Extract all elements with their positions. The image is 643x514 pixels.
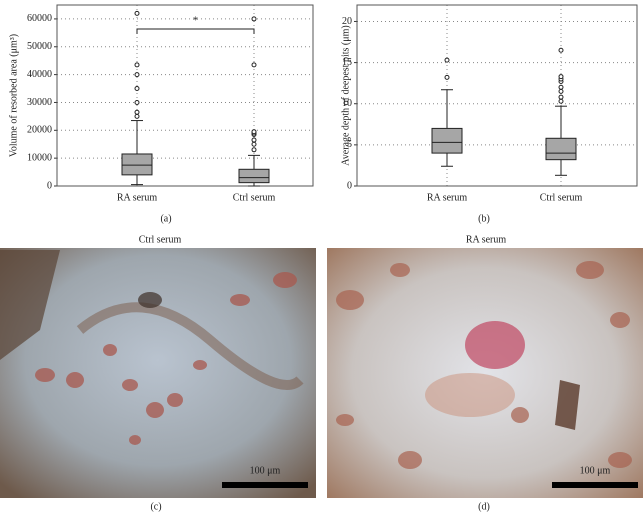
x-tick-label: RA serum [427, 192, 468, 203]
outlier [134, 99, 140, 105]
y-axis-label: Average depth of deepest pits (μm) [340, 25, 351, 165]
outlier [558, 84, 564, 90]
plot-frame [356, 4, 638, 187]
outlier [134, 10, 140, 16]
y-tick-label: 10000 [27, 152, 52, 163]
panel-label: (d) [478, 501, 490, 512]
box [238, 168, 270, 184]
significance-bracket [136, 28, 255, 34]
y-tick-label: 15 [342, 57, 352, 68]
outlier [558, 94, 564, 100]
x-tick-label: Ctrl serum [233, 192, 276, 203]
panel-label: (c) [150, 501, 161, 512]
box [431, 127, 463, 154]
panel-label: (a) [160, 213, 171, 224]
outlier [251, 16, 257, 22]
plot-frame [56, 4, 314, 187]
image-title: Ctrl serum [139, 234, 182, 245]
scale-bar-label: 100 μm [250, 465, 281, 476]
y-tick-label: 60000 [27, 13, 52, 24]
outlier [251, 147, 257, 153]
x-tick-label: RA serum [117, 192, 158, 203]
outlier [558, 88, 564, 94]
outlier [134, 86, 140, 92]
outlier [251, 137, 257, 143]
y-tick-label: 0 [47, 180, 52, 191]
y-tick-label: 10 [342, 98, 352, 109]
outlier [251, 141, 257, 147]
outlier [251, 129, 257, 135]
y-tick-label: 50000 [27, 41, 52, 52]
y-tick-label: 20000 [27, 125, 52, 136]
image-title: RA serum [466, 234, 507, 245]
outlier [134, 109, 140, 115]
outlier [558, 74, 564, 80]
x-tick-label: Ctrl serum [540, 192, 583, 203]
significance-mark: * [193, 15, 198, 26]
outlier [134, 62, 140, 68]
panel-label: (b) [478, 213, 490, 224]
scale-bar-label: 100 μm [580, 465, 611, 476]
y-tick-label: 5 [347, 139, 352, 150]
y-tick-label: 0 [347, 180, 352, 191]
outlier [251, 62, 257, 68]
y-tick-label: 40000 [27, 69, 52, 80]
outlier [558, 98, 564, 104]
outlier [444, 74, 450, 80]
y-axis-label: Volume of resorbed area (μm³) [8, 34, 19, 157]
box [121, 153, 153, 176]
outlier [558, 47, 564, 53]
y-tick-label: 20 [342, 16, 352, 27]
outlier [134, 113, 140, 119]
micrograph-d [327, 248, 643, 498]
y-tick-label: 30000 [27, 97, 52, 108]
micrograph-c [0, 248, 316, 498]
outlier [444, 57, 450, 63]
outlier [134, 72, 140, 78]
box [545, 137, 577, 161]
